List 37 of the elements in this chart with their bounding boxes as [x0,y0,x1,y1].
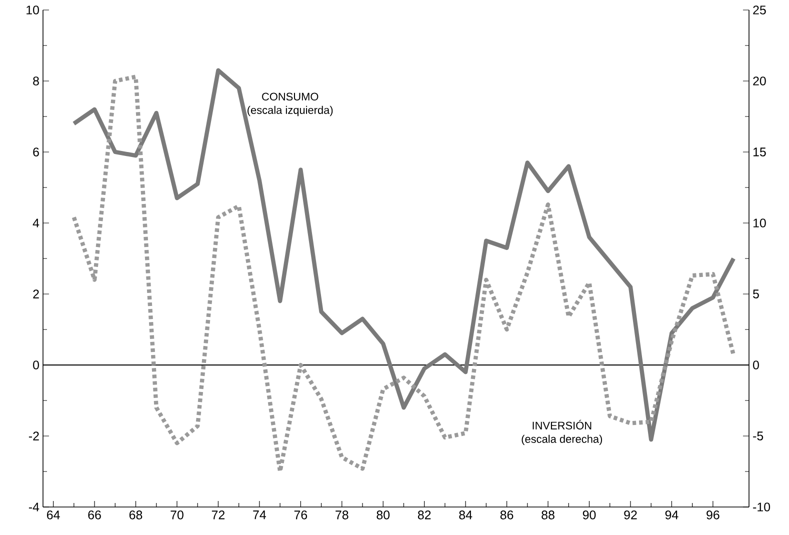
y2-tick-label: 0 [753,360,759,370]
series-label: INVERSIÓN [532,420,592,430]
x-tick-label: 76 [294,510,308,520]
y2-tick-label: 5 [753,290,759,298]
x-tick-label: 86 [500,510,514,520]
annotation: (escala izquierda) [248,106,333,116]
y-tick-label: 6 [33,148,39,156]
y-tick-label: 8 [33,76,39,86]
y2-tick-label: 25 [753,6,766,14]
annotation: (escala derecha) [522,434,602,446]
y2-tick-label: -10 [753,502,770,512]
x-tick-label: 72 [212,510,225,520]
y2-tick-label: 20 [753,76,766,86]
x-tick-label: 70 [170,510,184,520]
series-label: CONSUMO [262,92,318,100]
y2-tick-label: -5 [753,432,764,440]
x-tick-label: 74 [253,510,266,520]
x-tick-label: 64 [47,510,60,520]
x-tick-label: 90 [582,510,596,520]
x-tick-label: 80 [376,510,390,520]
y-tick-label: 4 [32,218,40,228]
x-tick-label: 84 [459,510,472,520]
x-tick-label: 66 [88,510,101,520]
y2-tick-label: 15 [753,148,766,156]
y-tick-label: 2 [33,290,39,298]
y2-tick-label: 10 [753,218,766,228]
x-tick-label: 96 [706,510,720,520]
x-tick-label: 78 [336,510,348,520]
x-tick-label: 94 [665,510,678,520]
y-tick-label: 0 [33,360,39,370]
x-tick-label: 82 [418,510,431,520]
x-tick-label: 92 [624,510,637,520]
y-tick-label: -4 [28,502,40,512]
y-tick-label: -2 [28,432,39,440]
x-tick-label: 68 [129,510,142,520]
x-tick-label: 88 [542,510,554,520]
y-tick-label: 10 [26,6,39,14]
